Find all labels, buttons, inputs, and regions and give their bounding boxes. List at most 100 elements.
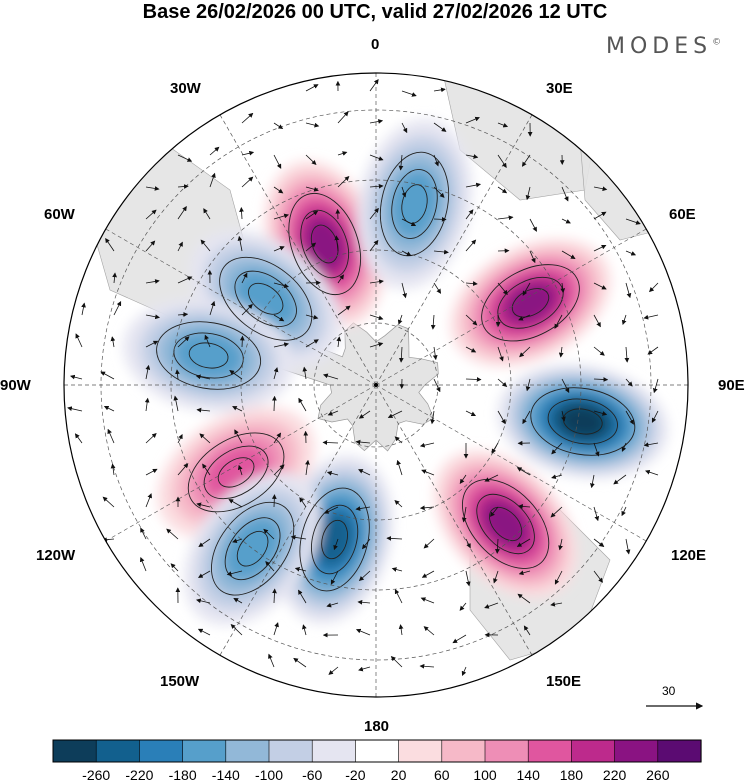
wind-vector <box>651 410 659 423</box>
wind-vector <box>140 527 147 540</box>
wind-vector <box>299 497 307 508</box>
wind-vector <box>177 336 190 348</box>
contour-line <box>203 445 269 500</box>
wind-vector <box>145 186 160 191</box>
wind-vector <box>198 538 211 548</box>
wind-vector <box>302 366 308 380</box>
colorbar-tick-label: -20 <box>345 767 366 783</box>
wind-vector <box>166 528 179 540</box>
label-60w: 60W <box>44 206 75 223</box>
wind-vector <box>204 334 211 348</box>
colorbar-swatch <box>95 739 140 763</box>
wind-vector <box>369 154 384 161</box>
wind-vector <box>305 314 319 320</box>
wind-vector <box>81 302 86 316</box>
wind-vector <box>102 496 115 508</box>
wind-vector <box>387 410 403 418</box>
wind-vector <box>326 602 339 608</box>
wind-vector <box>459 602 467 611</box>
wind-vector <box>643 442 659 448</box>
wind-vector <box>430 314 436 330</box>
wind-vector <box>305 154 317 165</box>
colorbar-tick-label: -140 <box>211 767 240 783</box>
wind-vector <box>401 122 408 134</box>
wind-vector <box>625 218 641 225</box>
wind-vector <box>273 186 284 194</box>
contour-line <box>476 493 535 555</box>
wind-vector <box>273 213 289 220</box>
colorbar-tick-label: 180 <box>559 767 584 783</box>
colorbar-tick-label: 220 <box>602 767 627 783</box>
wind-vector <box>237 464 243 476</box>
contour-line <box>217 457 255 488</box>
wind-vector <box>369 279 384 285</box>
wind-vector <box>177 433 183 444</box>
wind-vector <box>401 186 407 198</box>
wind-vector <box>423 538 435 549</box>
wind-vector <box>144 397 150 412</box>
wind-vector <box>420 597 435 604</box>
wind-vector <box>522 282 531 296</box>
wind-vector <box>112 272 117 284</box>
wind-vector <box>294 566 307 572</box>
wind-vector <box>461 666 467 677</box>
wind-vector <box>386 536 403 541</box>
wind-vector <box>209 300 216 316</box>
wind-vector <box>419 442 435 448</box>
anomaly-level <box>315 513 354 566</box>
wind-vector <box>272 395 277 412</box>
wind-vector <box>305 459 310 476</box>
wind-vector <box>465 239 477 252</box>
wind-vector <box>433 87 446 93</box>
wind-vector <box>518 570 531 576</box>
wind-vector <box>593 506 600 522</box>
contour-line <box>481 264 580 342</box>
wind-vector <box>593 570 603 583</box>
wind-vector <box>593 410 608 416</box>
wind-vector <box>358 410 371 419</box>
wind-vector <box>561 186 569 202</box>
wind-vector <box>234 429 243 444</box>
label-30e: 30E <box>546 80 573 97</box>
wind-vector <box>621 314 627 325</box>
wind-vector <box>170 563 179 572</box>
label-90e: 90E <box>718 377 745 394</box>
wind-vector <box>497 154 507 168</box>
wind-vector <box>145 432 157 444</box>
wind-vector <box>433 378 441 393</box>
contour-line <box>311 504 359 575</box>
wind-vector <box>551 474 563 480</box>
colorbar-swatch <box>571 739 616 763</box>
wind-vector <box>625 282 632 299</box>
wind-vector <box>401 282 407 299</box>
wind-vector <box>497 186 508 194</box>
wind-vector <box>75 333 83 348</box>
wind-vector <box>497 122 509 128</box>
colorbar-swatch <box>139 739 184 763</box>
colorbar-swatch <box>52 739 97 763</box>
contour-line <box>156 321 262 390</box>
contour-line <box>248 282 284 315</box>
meridian <box>375 384 533 656</box>
wind-vector <box>497 346 504 362</box>
wind-vector <box>550 601 563 607</box>
wind-vector <box>239 335 245 348</box>
colorbar-tick-label: -220 <box>125 767 154 783</box>
wind-vector <box>491 442 499 454</box>
wind-vector <box>209 172 216 188</box>
wind-vector <box>293 657 307 668</box>
colorbar-swatch <box>614 739 659 763</box>
meridian <box>375 114 533 386</box>
wind-vector <box>645 469 659 476</box>
wind-vector <box>232 406 243 412</box>
parallel <box>170 179 582 591</box>
wind-vector <box>241 112 254 124</box>
wind-vector <box>226 570 243 576</box>
contour-line <box>391 169 438 239</box>
meridian <box>219 384 377 656</box>
wind-vector <box>203 208 211 220</box>
wind-vector <box>177 184 189 189</box>
parallel <box>240 249 512 521</box>
colorbar-tick-label: 100 <box>473 767 497 783</box>
colorbar-tick-label: -100 <box>254 767 284 783</box>
